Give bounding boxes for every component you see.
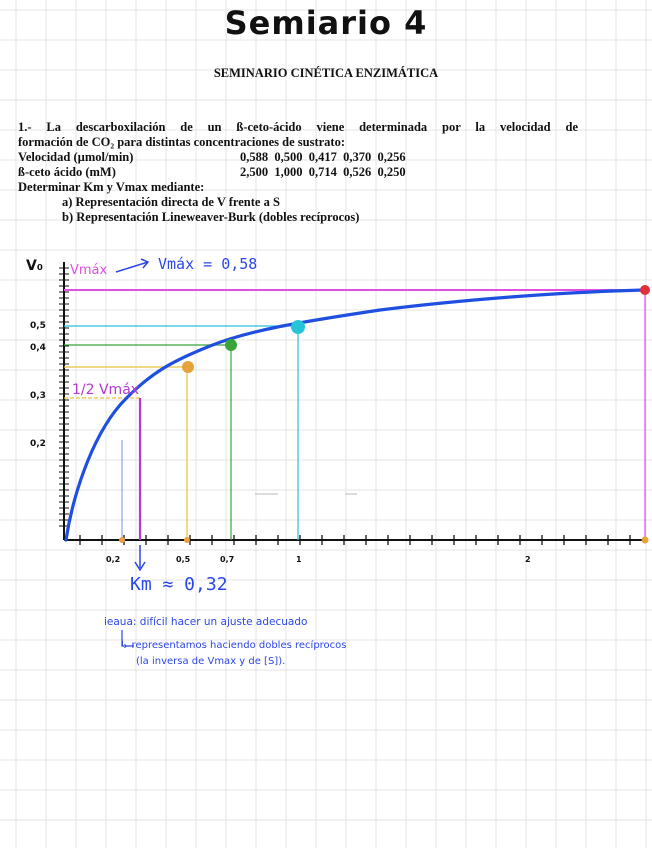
velocity-values: 0,588 0,500 0,417 0,370 0,256 xyxy=(240,150,406,164)
printed-title: SEMINARIO CINÉTICA ENZIMÁTICA xyxy=(213,66,439,80)
x-tick-label: 2 xyxy=(525,555,531,564)
x-axis-marker-1 xyxy=(119,537,125,543)
y-tick-label: 0,3 xyxy=(30,391,46,401)
x-axis-marker-3 xyxy=(641,536,649,544)
substrate-label: ß-ceto ácido (mM) xyxy=(18,165,116,179)
half-vmax-label: 1/2 Vmáx xyxy=(72,382,139,398)
x-tick-label: 0,2 xyxy=(106,555,120,564)
michaelis-menten-curve xyxy=(64,288,647,542)
y-tick-label: 0,5 xyxy=(30,321,46,331)
note-bracket xyxy=(121,630,134,647)
note-line-2: ↳ representamos haciendo dobles recíproc… xyxy=(120,639,347,651)
x-axis-marker-2 xyxy=(184,537,190,543)
y-tick-label: 0,4 xyxy=(30,343,46,353)
data-point-1 xyxy=(182,361,194,373)
substrate-row: ß-ceto ácido (mM) 2,500 1,000 0,714 0,52… xyxy=(18,165,578,180)
x-tick-label: 0,7 xyxy=(220,555,234,564)
km-arrow-head xyxy=(134,561,146,572)
data-point-4 xyxy=(640,285,650,295)
km-note: Km ≈ 0,32 xyxy=(130,574,228,595)
velocity-label: Velocidad (µmol/min) xyxy=(18,150,134,164)
y-tick-label: 0,2 xyxy=(30,439,46,449)
data-point-2 xyxy=(225,339,237,351)
option-b: b) Representación Lineweaver-Burk (doble… xyxy=(62,210,360,224)
substrate-values: 2,500 1,000 0,714 0,526 0,250 xyxy=(240,165,406,179)
problem-line-1: 1.- La descarboxilación de un ß-ceto-áci… xyxy=(18,120,578,134)
determine-line: Determinar Km y Vmax mediante: xyxy=(18,180,205,194)
x-tick-label: 1 xyxy=(296,555,302,564)
y-axis-label: V₀ xyxy=(26,258,43,274)
option-a: a) Representación directa de V frente a … xyxy=(62,195,280,209)
vmax-arrow xyxy=(115,258,150,273)
problem-statement: 1.- La descarboxilación de un ß-ceto-áci… xyxy=(18,120,578,225)
vmax-note: Vmáx = 0,58 xyxy=(158,255,257,273)
data-point-3 xyxy=(291,320,305,334)
problem-line-2: formación de CO₂ para distintas concentr… xyxy=(18,135,345,149)
note-line-1: ieaua: difícil hacer un ajuste adecuado xyxy=(104,616,307,628)
velocity-row: Velocidad (µmol/min) 0,588 0,500 0,417 0… xyxy=(18,150,578,165)
x-tick-label: 0,5 xyxy=(176,555,191,564)
vmax-tag: Vmáx xyxy=(70,263,108,278)
note-line-3: (la inversa de Vmax y de [S]). xyxy=(136,656,285,667)
handwritten-title: Semiario 4 xyxy=(224,4,428,42)
